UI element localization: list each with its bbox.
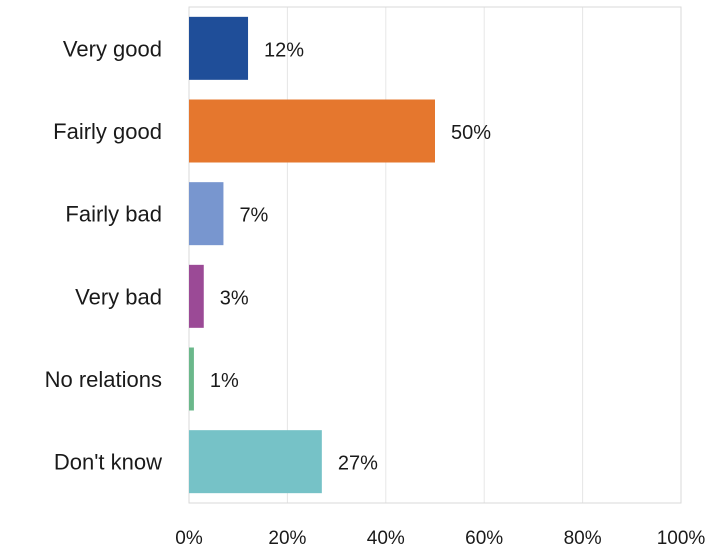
category-label-2: Fairly bad: [65, 202, 162, 227]
x-tick-label-0: 0%: [175, 528, 203, 548]
category-label-3: Very bad: [75, 284, 162, 309]
bars: [189, 16, 435, 494]
x-tick-label-5: 100%: [657, 528, 706, 548]
category-label-1: Fairly good: [53, 119, 162, 144]
x-tick-label-4: 80%: [564, 528, 602, 548]
value-labels: 12% 50% 7% 3% 1% 27%: [210, 39, 491, 474]
bar-5: [189, 430, 322, 494]
bar-1: [189, 99, 435, 163]
value-label-4: 1%: [210, 370, 239, 392]
category-labels: Very good Fairly good Fairly bad Very bad No…: [45, 36, 162, 474]
category-label-4: No relations: [45, 367, 162, 392]
grid-lines: [188, 7, 682, 503]
bar-2: [189, 182, 224, 246]
x-tick-label-3: 60%: [465, 528, 503, 548]
category-label-5: Don't know: [54, 450, 162, 475]
value-label-0: 12%: [264, 39, 304, 61]
category-label-0: Very good: [63, 36, 162, 61]
plot-frame: [188, 6, 682, 504]
value-label-3: 3%: [220, 287, 249, 309]
bar-3: [189, 264, 204, 328]
x-axis-ticks: 0% 20% 40% 60% 80% 100%: [175, 528, 705, 548]
bar-0: [189, 16, 249, 80]
bar-4: [189, 347, 194, 411]
value-label-1: 50%: [451, 122, 491, 144]
x-tick-label-2: 40%: [367, 528, 405, 548]
x-tick-label-1: 20%: [268, 528, 306, 548]
value-label-2: 7%: [239, 205, 268, 227]
value-label-5: 27%: [338, 453, 378, 475]
